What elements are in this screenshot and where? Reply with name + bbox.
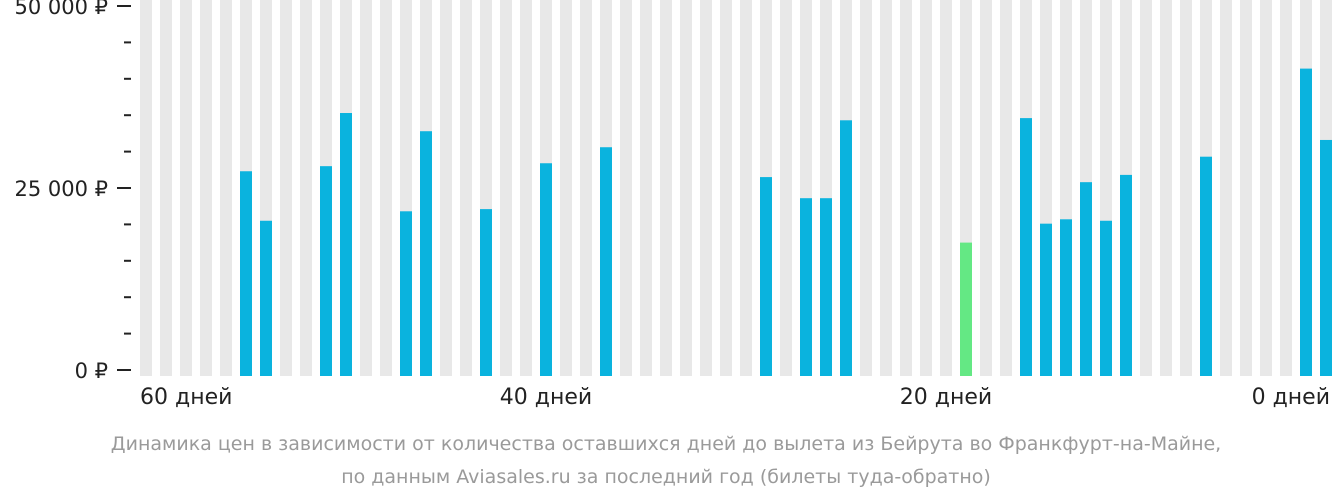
chart-caption-line1: Динамика цен в зависимости от количества… <box>110 433 1222 455</box>
bar-track <box>740 0 752 376</box>
bar-track <box>200 0 212 376</box>
bar-track <box>500 0 512 376</box>
bar-track <box>460 0 472 376</box>
y-tick-label: 50 000 ₽ <box>14 0 108 19</box>
bar-track <box>1180 0 1192 376</box>
bar-track <box>700 0 712 376</box>
bar <box>240 171 252 376</box>
x-tick-label: 20 дней <box>900 385 992 410</box>
bar <box>1100 220 1112 376</box>
bar <box>1080 182 1092 376</box>
bar <box>1200 156 1212 376</box>
bar <box>760 177 772 376</box>
bar-track <box>940 0 952 376</box>
bar-track <box>860 0 872 376</box>
chart-caption-line2: по данным Aviasales.ru за последний год … <box>341 466 991 488</box>
bar-track <box>680 0 692 376</box>
bar-track <box>1240 0 1252 376</box>
price-chart: 50 000 ₽ 25 000 ₽ 0 ₽ 60 дней 40 дней 20 дне… <box>14 0 1332 410</box>
bar <box>1060 219 1072 376</box>
y-tick-label: 0 ₽ <box>75 359 108 383</box>
bar <box>400 211 412 376</box>
bar <box>600 147 612 376</box>
bar-cheapest <box>960 242 972 376</box>
x-tick-label: 0 дней <box>1252 385 1330 410</box>
bar-track <box>980 0 992 376</box>
bar-track <box>640 0 652 376</box>
bar-track <box>220 0 232 376</box>
bar-track <box>300 0 312 376</box>
bar-track <box>900 0 912 376</box>
bar <box>420 131 432 376</box>
bar <box>1020 118 1032 376</box>
x-axis: 60 дней 40 дней 20 дней 0 дней <box>140 385 1330 410</box>
bar-track <box>880 0 892 376</box>
bar <box>800 198 812 376</box>
bar-track <box>1140 0 1152 376</box>
bar-series <box>240 68 1332 377</box>
empty-bar-track-group <box>140 0 1332 376</box>
bar-track <box>1160 0 1172 376</box>
bar <box>340 113 352 377</box>
bar-track <box>1280 0 1292 376</box>
bar-track <box>360 0 372 376</box>
bar-track <box>180 0 192 376</box>
bar <box>1040 223 1052 376</box>
bar-track <box>580 0 592 376</box>
bar <box>840 120 852 377</box>
y-tick-label: 25 000 ₽ <box>14 177 108 201</box>
bar-track <box>140 0 152 376</box>
bar-track <box>720 0 732 376</box>
bar <box>320 166 332 376</box>
bar-track <box>560 0 572 376</box>
bar-track <box>520 0 532 376</box>
bar-track <box>620 0 632 376</box>
bar <box>480 209 492 376</box>
bar <box>820 198 832 376</box>
bar <box>260 220 272 376</box>
y-axis: 50 000 ₽ 25 000 ₽ 0 ₽ <box>14 0 131 383</box>
bar <box>540 163 552 376</box>
bar-track <box>920 0 932 376</box>
bar-track <box>1000 0 1012 376</box>
bar-track <box>660 0 672 376</box>
bar-track <box>780 0 792 376</box>
x-tick-label: 60 дней <box>140 385 232 410</box>
bar-track <box>440 0 452 376</box>
bar <box>1120 174 1132 376</box>
x-tick-label: 40 дней <box>500 385 592 410</box>
bar <box>1300 68 1312 376</box>
bar-track <box>1260 0 1272 376</box>
bar-track <box>380 0 392 376</box>
bar-track <box>160 0 172 376</box>
bar <box>1320 139 1332 376</box>
bar-track <box>280 0 292 376</box>
bar-track <box>1220 0 1232 376</box>
